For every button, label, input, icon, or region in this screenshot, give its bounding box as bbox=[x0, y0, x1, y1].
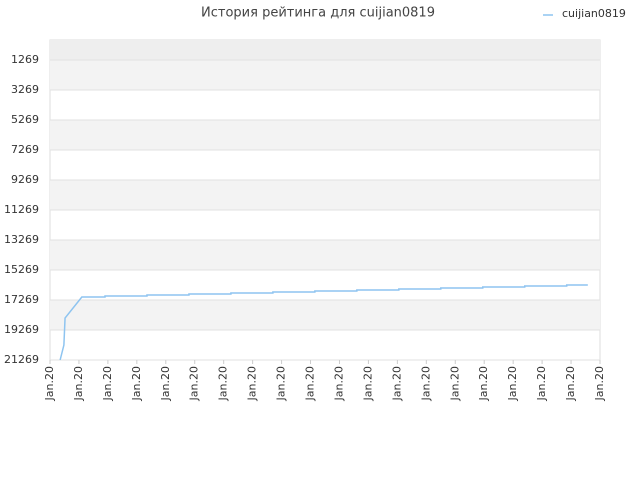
y-tick-label: 9269 bbox=[11, 173, 39, 186]
band bbox=[50, 119, 600, 150]
band bbox=[50, 179, 600, 210]
chart-title: История рейтинга для cuijian0819 bbox=[201, 6, 435, 21]
y-tick-label: 1269 bbox=[11, 53, 39, 66]
x-tick-label: Jan.20 bbox=[564, 366, 577, 401]
line bbox=[59, 284, 588, 361]
y-tick-label: 15269 bbox=[4, 263, 39, 276]
band bbox=[50, 59, 600, 90]
x-tick-label: Jan.20 bbox=[506, 366, 519, 401]
x-tick-label: Jan.20 bbox=[593, 366, 606, 401]
y-tick-label: 17269 bbox=[4, 293, 39, 306]
y-tick-label: 7269 bbox=[11, 143, 39, 156]
x-tick-label: Jan.20 bbox=[159, 366, 172, 401]
legend-label: cuijian0819 bbox=[562, 7, 626, 20]
x-tick-label: Jan.20 bbox=[43, 366, 56, 401]
band bbox=[50, 40, 600, 60]
band bbox=[50, 299, 600, 330]
x-tick-label: Jan.20 bbox=[246, 366, 259, 401]
y-tick-label: 13269 bbox=[4, 233, 39, 246]
y-tick-label: 3269 bbox=[11, 83, 39, 96]
x-tick-label: Jan.20 bbox=[361, 366, 374, 401]
x-tick-label: Jan.20 bbox=[304, 366, 317, 401]
x-tick-label: Jan.20 bbox=[217, 366, 230, 401]
x-tick-label: Jan.20 bbox=[535, 366, 548, 401]
y-tick-label: 19269 bbox=[4, 323, 39, 336]
band bbox=[50, 239, 600, 270]
x-tick-label: Jan.20 bbox=[275, 366, 288, 401]
x-tick-label: Jan.20 bbox=[72, 366, 85, 401]
x-tick-label: Jan.20 bbox=[101, 366, 114, 401]
y-tick-label: 11269 bbox=[4, 203, 39, 216]
x-tick-label: Jan.20 bbox=[419, 366, 432, 401]
x-tick-label: Jan.20 bbox=[477, 366, 490, 401]
x-tick-label: Jan.20 bbox=[448, 366, 461, 401]
x-tick-label: Jan.20 bbox=[188, 366, 201, 401]
y-tick-label: 21269 bbox=[4, 353, 39, 366]
y-tick-label: 5269 bbox=[11, 113, 39, 126]
x-tick-label: Jan.20 bbox=[130, 366, 143, 401]
x-tick-label: Jan.20 bbox=[390, 366, 403, 401]
x-tick-label: Jan.20 bbox=[332, 366, 345, 401]
